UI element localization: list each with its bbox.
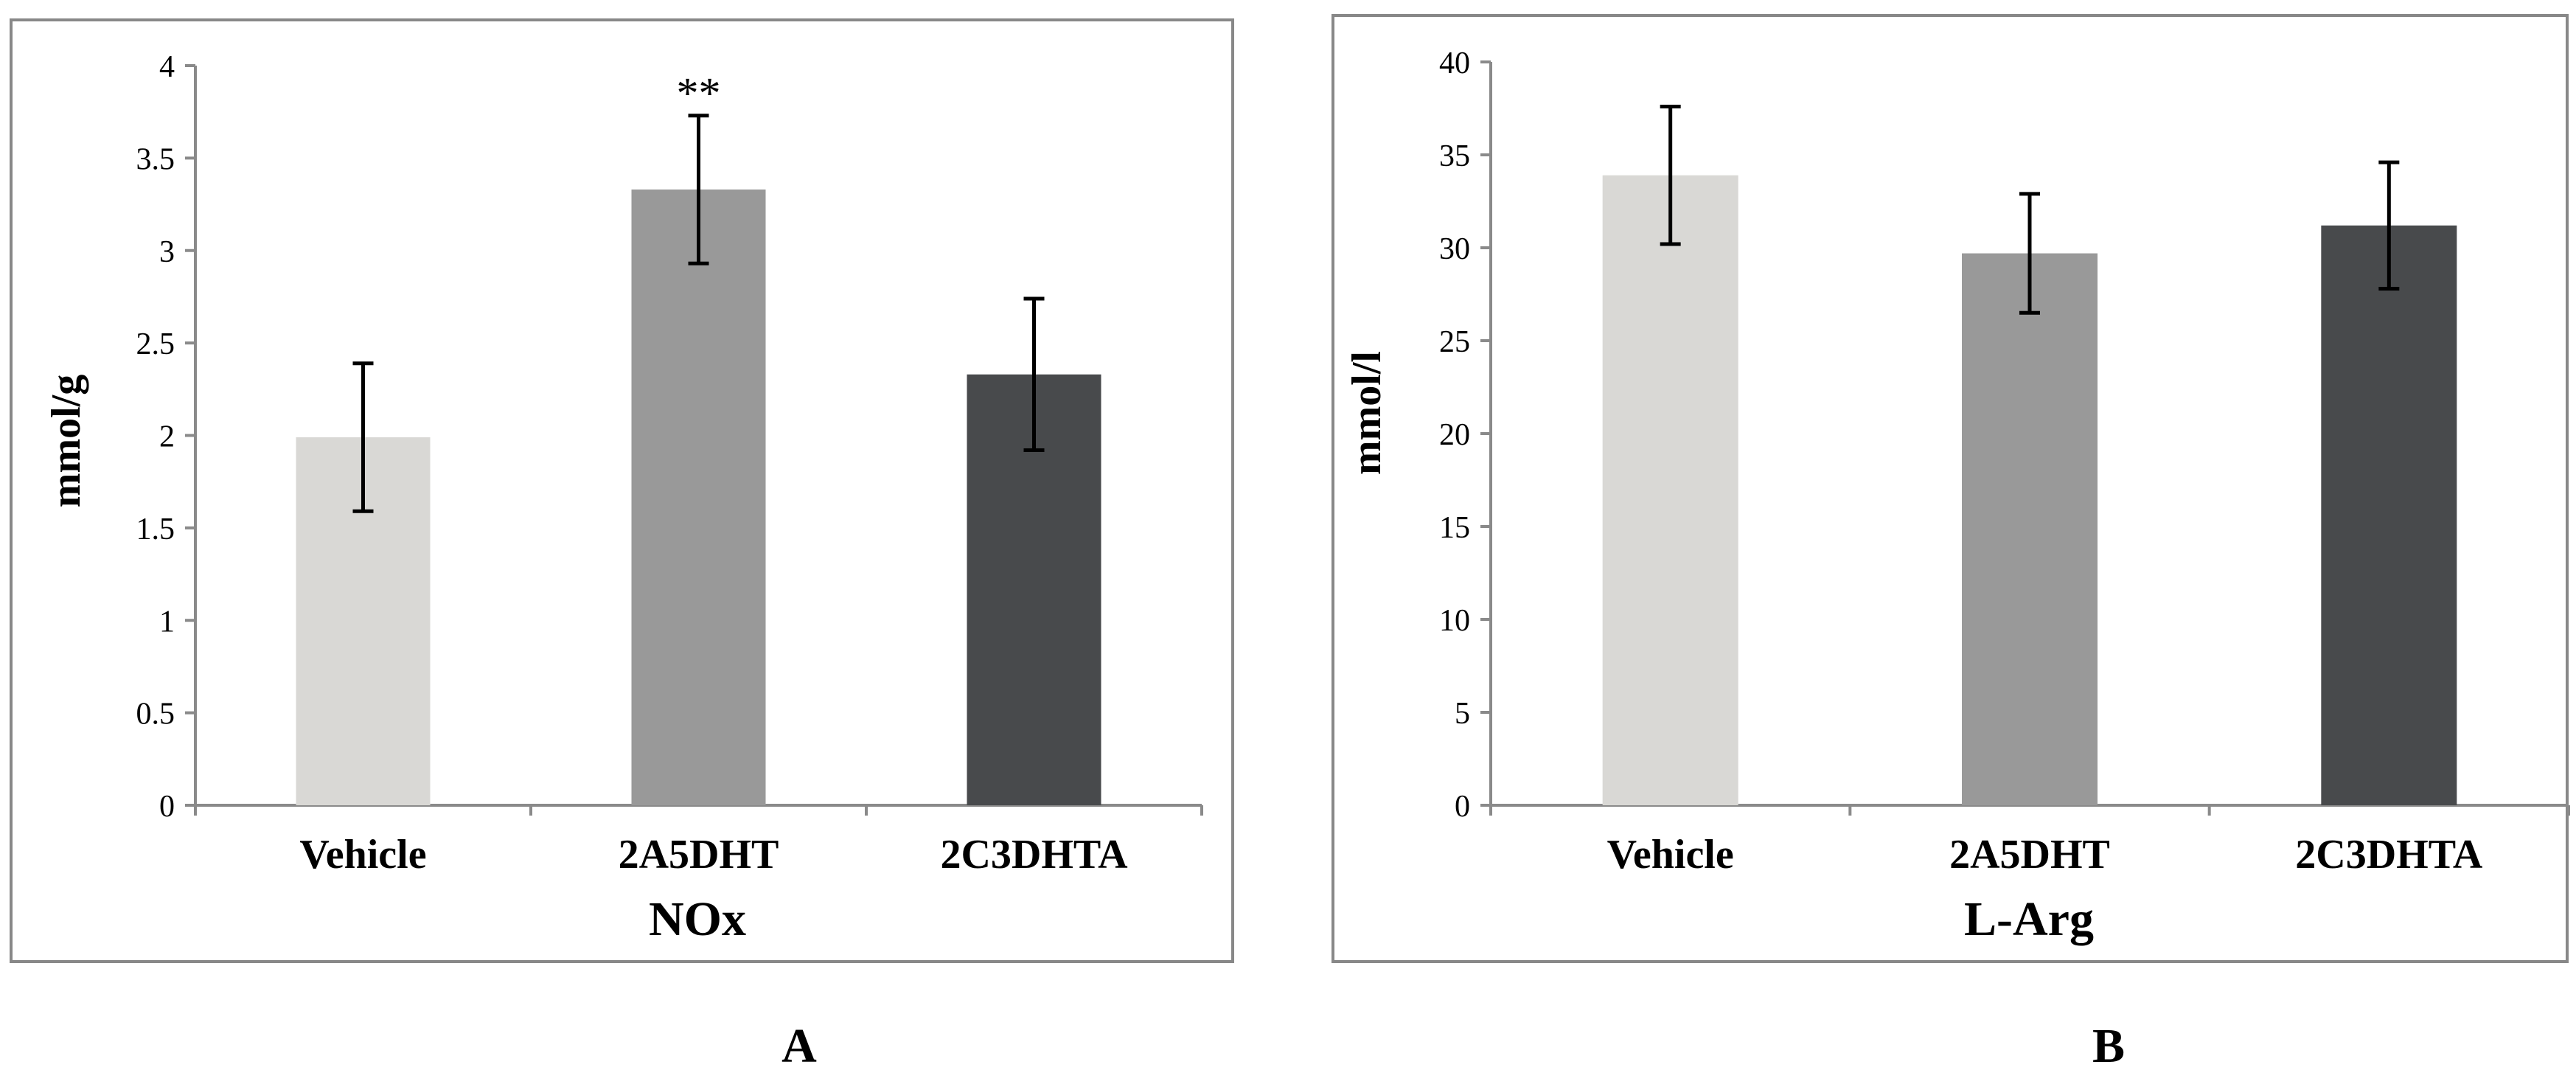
y-tick-label: 25 xyxy=(1439,325,1470,359)
significance-label: ** xyxy=(677,69,721,118)
y-tick-label: 1 xyxy=(159,605,175,639)
y-tick-label: 1.5 xyxy=(136,513,175,546)
y-tick-label: 3 xyxy=(159,235,175,269)
y-tick-label: 2 xyxy=(159,420,175,454)
x-tick-label: 2C3DHTA xyxy=(2295,832,2483,878)
y-tick-label: 3.5 xyxy=(136,142,175,176)
plot-area: 0 0.5 1 1.5 2 2.5 3 3.5 4 Vehicle ** 2A5DHT 2C3DHTA xyxy=(136,50,1203,878)
plot-area: 0 5 10 15 20 25 30 35 40 Vehicle 2A5DHT 2C3DHTA xyxy=(1439,46,2570,878)
x-tick-label: Vehicle xyxy=(299,832,426,878)
x-tick-label: Vehicle xyxy=(1607,832,1734,878)
y-tick-label: 5 xyxy=(1455,697,1470,731)
y-tick-label: 4 xyxy=(159,50,175,84)
y-tick-label: 15 xyxy=(1439,511,1470,545)
bar xyxy=(1962,253,2098,805)
x-tick-label: 2A5DHT xyxy=(1949,832,2110,878)
chart-panel-b: 0 5 10 15 20 25 30 35 40 Vehicle 2A5DHT 2C3DHTA mmo… xyxy=(1331,14,2570,963)
y-tick-label: 20 xyxy=(1439,418,1470,452)
y-tick-label: 0.5 xyxy=(136,698,175,732)
x-tick-label: 2C3DHTA xyxy=(940,832,1128,878)
bar xyxy=(1602,175,1738,806)
y-tick-label: 10 xyxy=(1439,604,1470,638)
y-tick-label: 35 xyxy=(1439,139,1470,173)
x-axis-label: L-Arg xyxy=(1964,892,2094,946)
panel-label-b: B xyxy=(2092,1019,2125,1073)
y-axis-label: mmol/g xyxy=(43,375,89,507)
x-axis-label: NOx xyxy=(649,892,746,946)
y-tick-label: 2.5 xyxy=(136,327,175,361)
bar xyxy=(2321,225,2457,805)
y-tick-label: 40 xyxy=(1439,46,1470,80)
y-tick-label: 0 xyxy=(1455,790,1470,824)
y-tick-label: 0 xyxy=(159,790,175,824)
x-tick-label: 2A5DHT xyxy=(619,832,779,878)
y-tick-label: 30 xyxy=(1439,232,1470,266)
y-axis-label: mmol/l xyxy=(1344,351,1390,475)
bar xyxy=(631,190,766,805)
panel-label-a: A xyxy=(781,1019,817,1073)
